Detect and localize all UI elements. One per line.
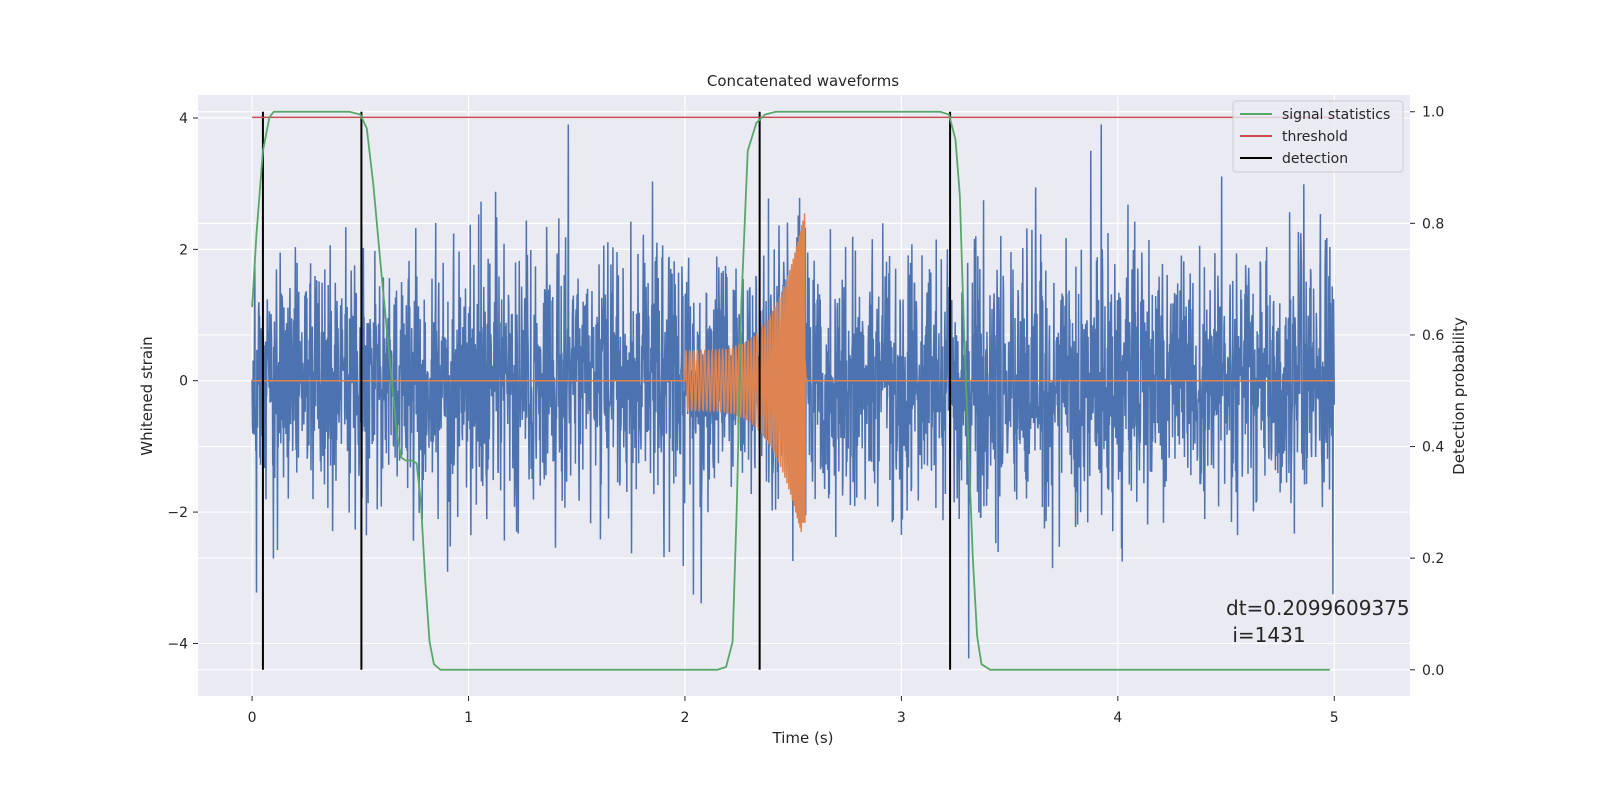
- legend-label: detection: [1282, 151, 1348, 167]
- y2-tick-label: 0.0: [1422, 663, 1444, 679]
- chart-title: Concatenated waveforms: [707, 72, 899, 90]
- y-tick-label: 2: [179, 242, 188, 258]
- legend-label: signal statistics: [1282, 107, 1390, 123]
- signal-statistics-line: [251, 110, 1330, 671]
- x-tick-label: 0: [248, 710, 257, 726]
- y-axis-label: Whitened strain: [138, 336, 156, 455]
- index-annotation: i=1431: [1226, 623, 1306, 647]
- y-axis-ticks: −4 −2 0 2 4: [167, 111, 198, 652]
- y2-tick-label: 0.8: [1422, 216, 1444, 232]
- x-tick-label: 5: [1330, 710, 1339, 726]
- x-axis-label: Time (s): [772, 729, 834, 747]
- dt-annotation: dt=0.2099609375: [1226, 596, 1410, 620]
- x-tick-label: 1: [464, 710, 473, 726]
- y-tick-label: 0: [179, 374, 188, 390]
- detection-lines: [261, 111, 952, 670]
- y2-tick-label: 0.4: [1422, 440, 1444, 456]
- legend-label: threshold: [1282, 129, 1348, 145]
- y2-tick-label: 0.6: [1422, 328, 1444, 344]
- legend-box: [1232, 100, 1404, 173]
- y2-tick-label: 1.0: [1422, 105, 1444, 121]
- x-tick-label: 3: [897, 710, 906, 726]
- x-axis-ticks: 0 1 2 3 4 5: [248, 696, 1339, 726]
- y-tick-label: 4: [179, 111, 188, 127]
- x-tick-label: 4: [1113, 710, 1122, 726]
- y-tick-label: −4: [167, 636, 188, 652]
- waveform-series-line: [252, 213, 1335, 532]
- y2-axis-label: Detection probability: [1450, 317, 1468, 475]
- y2-axis-ticks: 0.0 0.2 0.4 0.6 0.8 1.0: [1410, 105, 1444, 679]
- legend: signal statistics threshold detection: [1232, 100, 1404, 173]
- series-group: [251, 110, 1335, 671]
- y-tick-label: −2: [167, 505, 188, 521]
- y2-tick-label: 0.2: [1422, 551, 1444, 567]
- x-tick-label: 2: [681, 710, 690, 726]
